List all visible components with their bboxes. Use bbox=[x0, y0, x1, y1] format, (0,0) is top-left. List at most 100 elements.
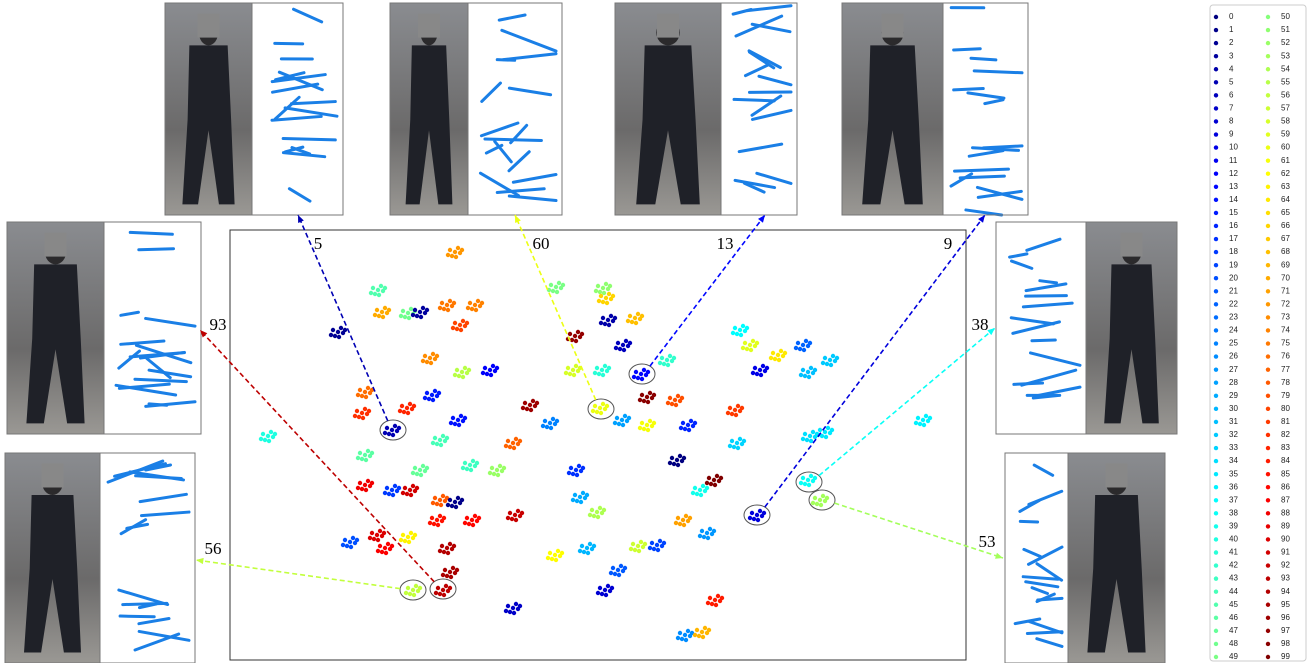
cluster-point bbox=[335, 329, 341, 335]
cluster-point bbox=[433, 590, 439, 596]
legend-label: 45 bbox=[1229, 600, 1238, 609]
cluster-point bbox=[417, 585, 423, 591]
sketch-stroke bbox=[137, 616, 171, 626]
cluster-point bbox=[355, 485, 361, 491]
cluster-point bbox=[800, 342, 806, 348]
cluster-point bbox=[812, 495, 818, 501]
cluster-point bbox=[411, 592, 417, 598]
legend-label: 70 bbox=[1281, 273, 1290, 282]
cluster-point bbox=[629, 319, 635, 325]
cluster-point bbox=[920, 417, 926, 423]
highlight-arrow bbox=[834, 502, 1004, 559]
legend-label: 27 bbox=[1229, 365, 1238, 374]
cluster-point bbox=[645, 399, 651, 405]
cluster-point bbox=[682, 426, 688, 432]
legend-label: 18 bbox=[1229, 247, 1238, 256]
cluster-point bbox=[591, 513, 597, 519]
cluster-point bbox=[597, 505, 603, 511]
cluster-point bbox=[455, 495, 461, 501]
cluster-point bbox=[435, 522, 441, 528]
cluster-point bbox=[574, 498, 580, 504]
face-mask bbox=[657, 13, 679, 38]
cluster bbox=[793, 338, 813, 353]
cluster-point bbox=[632, 547, 638, 553]
legend-label: 62 bbox=[1281, 169, 1290, 178]
cluster-point bbox=[628, 546, 634, 552]
cluster-point bbox=[344, 543, 350, 549]
cluster-point bbox=[414, 471, 420, 477]
cluster-point bbox=[699, 528, 705, 534]
sketch-stroke bbox=[287, 187, 312, 203]
cluster-point bbox=[824, 361, 830, 367]
sketch-stroke bbox=[1030, 338, 1057, 343]
cluster-point bbox=[734, 331, 740, 337]
cluster-point bbox=[599, 591, 605, 597]
arrow-head bbox=[298, 215, 304, 223]
legend-marker bbox=[1213, 524, 1219, 529]
cluster bbox=[697, 526, 717, 541]
cluster bbox=[595, 583, 615, 598]
cluster-point bbox=[675, 462, 681, 468]
cluster-point bbox=[669, 455, 675, 461]
cluster-point bbox=[659, 355, 665, 361]
legend-marker bbox=[1265, 498, 1271, 503]
legend-label: 6 bbox=[1229, 90, 1234, 99]
legend-marker bbox=[1265, 145, 1271, 150]
legend-label: 69 bbox=[1281, 260, 1290, 269]
cluster bbox=[705, 593, 725, 608]
cluster-point bbox=[396, 425, 402, 431]
cluster-point bbox=[606, 322, 612, 328]
cluster-point bbox=[608, 570, 614, 576]
cluster-point bbox=[489, 465, 495, 471]
cluster-point bbox=[570, 471, 576, 477]
legend-marker bbox=[1213, 132, 1219, 137]
cluster-point bbox=[579, 543, 585, 549]
cluster-point bbox=[359, 486, 365, 492]
cluster-point bbox=[405, 310, 411, 316]
cluster-point bbox=[744, 325, 750, 331]
cluster-point bbox=[600, 315, 606, 321]
cluster bbox=[480, 363, 500, 378]
cluster-point bbox=[797, 346, 803, 352]
sketch-stroke bbox=[976, 189, 1023, 199]
cluster-point bbox=[457, 322, 463, 328]
cluster-point bbox=[606, 365, 612, 371]
cluster bbox=[667, 453, 687, 468]
highlight-label: 13 bbox=[717, 234, 734, 253]
legend-marker bbox=[1213, 654, 1219, 660]
legend-label: 48 bbox=[1229, 639, 1238, 648]
cluster-point bbox=[429, 515, 435, 521]
legend-label: 40 bbox=[1229, 535, 1238, 544]
face-mask bbox=[1105, 463, 1128, 488]
cluster-point bbox=[598, 293, 604, 299]
cluster-point bbox=[406, 539, 412, 545]
cluster-point bbox=[495, 472, 501, 478]
cluster-point bbox=[386, 491, 392, 497]
cluster-point bbox=[405, 410, 411, 416]
arrow-head bbox=[200, 330, 208, 338]
cluster-point bbox=[475, 298, 481, 304]
cluster bbox=[340, 535, 360, 550]
legend-marker bbox=[1265, 471, 1271, 477]
cluster-point bbox=[737, 436, 743, 442]
cluster bbox=[730, 323, 750, 338]
cluster-point bbox=[680, 420, 686, 426]
sketch-stroke bbox=[1035, 562, 1064, 582]
legend-marker bbox=[1213, 249, 1219, 255]
cluster-point bbox=[363, 487, 369, 493]
cluster-point bbox=[641, 367, 647, 373]
reid-panel bbox=[389, 2, 563, 216]
cluster-point bbox=[627, 340, 633, 346]
cluster-point bbox=[396, 485, 402, 491]
cluster-point bbox=[707, 595, 713, 601]
cluster-point bbox=[374, 307, 380, 313]
cluster-point bbox=[372, 312, 378, 318]
cluster-point bbox=[272, 431, 278, 437]
cluster-point bbox=[800, 367, 806, 373]
cluster-point bbox=[434, 441, 440, 447]
legend-label: 90 bbox=[1281, 535, 1290, 544]
cluster-point bbox=[704, 480, 710, 486]
legend-label: 64 bbox=[1281, 195, 1290, 204]
cluster-point bbox=[810, 500, 816, 506]
person-body bbox=[862, 45, 923, 205]
